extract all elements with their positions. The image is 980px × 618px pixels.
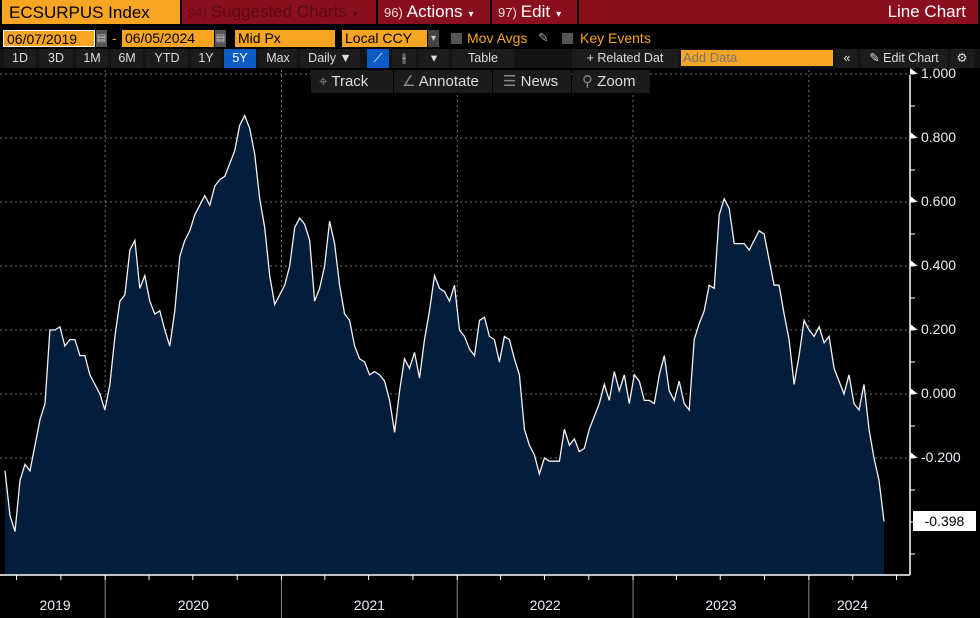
zoom-button[interactable]: ⚲ Zoom [572,70,650,93]
axes [0,68,918,618]
x-tick-label: 2019 [39,597,71,613]
menu-number: 97) [498,5,517,20]
ticker-field[interactable]: ECSURPUS Index [2,0,180,24]
chevron-down-icon[interactable]: ▾ [428,30,439,47]
menu-label: Edit [520,2,551,21]
mov-avgs-label: Mov Avgs [467,30,528,46]
last-value-badge: -0.398 [913,511,976,531]
line-chart-icon[interactable]: ⟋ [367,49,389,68]
mov-avgs-checkbox[interactable] [451,33,462,44]
caret-down-icon: ▾ [468,9,474,20]
tick-flag-icon [910,388,918,394]
edit-chart-label: Edit Chart [883,51,939,65]
menu-number: 94) [188,5,207,20]
menu-number: 96) [384,5,403,20]
y-tick-label: -0.200 [921,449,961,465]
caret-down-icon: ▾ [352,9,358,20]
crosshair-icon: ⌖ [319,73,332,90]
annotate-label: Annotate [418,73,479,90]
suggested-charts-menu[interactable]: 94) Suggested Charts ▾ [182,0,376,24]
key-events-label: Key Events [580,30,651,46]
key-events-checkbox[interactable] [562,33,573,44]
range-5y-button[interactable]: 5Y [224,49,256,68]
range-ytd-button[interactable]: YTD [146,49,188,68]
tick-flag-icon [910,68,918,74]
edit-chart-button[interactable]: ✎ Edit Chart [861,49,947,68]
tick-flag-icon [910,132,918,138]
chart-type-title: Line Chart [579,0,978,24]
menu-label: Suggested Charts [210,2,347,21]
news-icon: ☰ [503,73,521,90]
bar-chart-icon[interactable]: ⫲ [392,49,416,68]
calendar-icon[interactable]: ▤ [215,30,226,47]
annotate-button[interactable]: ∠ Annotate [394,70,492,93]
line-tool-icon: ∠ [402,73,419,90]
tick-flag-icon [910,324,918,330]
related-data-button[interactable]: + Related Dat [572,49,678,68]
x-tick-label: 2021 [353,597,385,613]
chart-style-dropdown[interactable]: ▾ [419,49,449,68]
series-line [4,114,885,532]
frequency-select[interactable]: Daily ▼ [300,49,360,68]
range-3d-button[interactable]: 3D [39,49,73,68]
range-6m-button[interactable]: 6M [111,49,143,68]
track-label: Track [331,73,369,90]
x-tick-label: 2022 [529,597,561,613]
magnifier-icon: ⚲ [582,73,598,90]
y-tick-label: 1.000 [921,65,957,81]
tick-flag-icon [910,452,918,458]
track-button[interactable]: ⌖ Track [311,70,393,93]
range-1y-button[interactable]: 1Y [191,49,221,68]
end-date-input[interactable]: 06/05/2024 [122,30,214,47]
series-area-fill [5,115,884,575]
y-tick-label: 0.800 [921,129,957,145]
gear-icon[interactable]: ⚙ [950,49,974,68]
edit-menu[interactable]: 97) Edit ▾ [492,0,577,24]
currency-select[interactable]: Local CCY [342,30,427,47]
table-button[interactable]: Table [452,49,514,68]
tick-flag-icon [910,196,918,202]
title-bar: ECSURPUS Index 94) Suggested Charts ▾ 96) A… [0,0,980,25]
price-field-select[interactable]: Mid Px [235,30,335,47]
actions-menu[interactable]: 96) Actions ▾ [378,0,490,24]
x-tick-label: 2024 [836,597,868,613]
calendar-icon[interactable]: ▤ [96,30,107,47]
y-tick-label: 0.000 [921,385,957,401]
y-tick-label: 0.200 [921,321,957,337]
news-button[interactable]: ☰ News [493,70,571,93]
collapse-icon[interactable]: « [836,49,858,68]
range-max-button[interactable]: Max [259,49,297,68]
y-tick-label: 0.400 [921,257,957,273]
add-data-input[interactable] [681,50,833,66]
zoom-label: Zoom [597,73,636,90]
news-label: News [520,73,559,90]
caret-down-icon: ▾ [556,9,562,20]
pencil-icon: ✎ [869,51,884,65]
menu-label: Actions [406,2,463,21]
range-1d-button[interactable]: 1D [4,49,36,68]
range-1m-button[interactable]: 1M [76,49,108,68]
tick-flag-icon [910,260,918,266]
date-separator: - [112,30,117,46]
pencil-icon[interactable]: ✎ [538,30,549,45]
x-tick-label: 2023 [705,597,737,613]
x-tick-label: 2020 [177,597,209,613]
start-date-input[interactable]: 06/07/2019 [3,30,95,47]
y-tick-label: 0.600 [921,193,957,209]
